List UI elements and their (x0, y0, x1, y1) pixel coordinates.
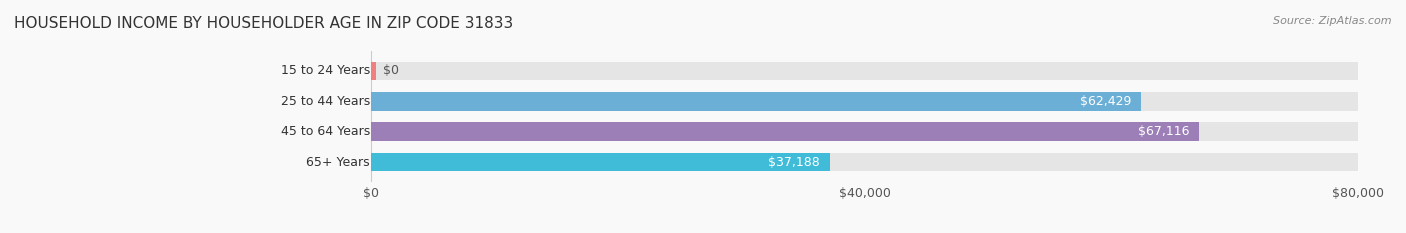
Bar (371, 153, 1358, 171)
Bar (371, 62, 375, 80)
Text: 65+ Years: 65+ Years (307, 155, 370, 168)
Text: 45 to 64 Years: 45 to 64 Years (281, 125, 370, 138)
Text: $0: $0 (382, 65, 399, 78)
Text: $37,188: $37,188 (768, 155, 820, 168)
Text: $67,116: $67,116 (1137, 125, 1189, 138)
Bar (371, 122, 1199, 141)
Text: 15 to 24 Years: 15 to 24 Years (281, 65, 370, 78)
Bar (371, 92, 1358, 111)
Bar (371, 153, 830, 171)
Text: 25 to 44 Years: 25 to 44 Years (281, 95, 370, 108)
Bar (371, 62, 1358, 80)
Bar (371, 92, 1142, 111)
Bar (371, 122, 1358, 141)
Text: HOUSEHOLD INCOME BY HOUSEHOLDER AGE IN ZIP CODE 31833: HOUSEHOLD INCOME BY HOUSEHOLDER AGE IN Z… (14, 16, 513, 31)
Text: Source: ZipAtlas.com: Source: ZipAtlas.com (1274, 16, 1392, 26)
Text: $62,429: $62,429 (1080, 95, 1132, 108)
